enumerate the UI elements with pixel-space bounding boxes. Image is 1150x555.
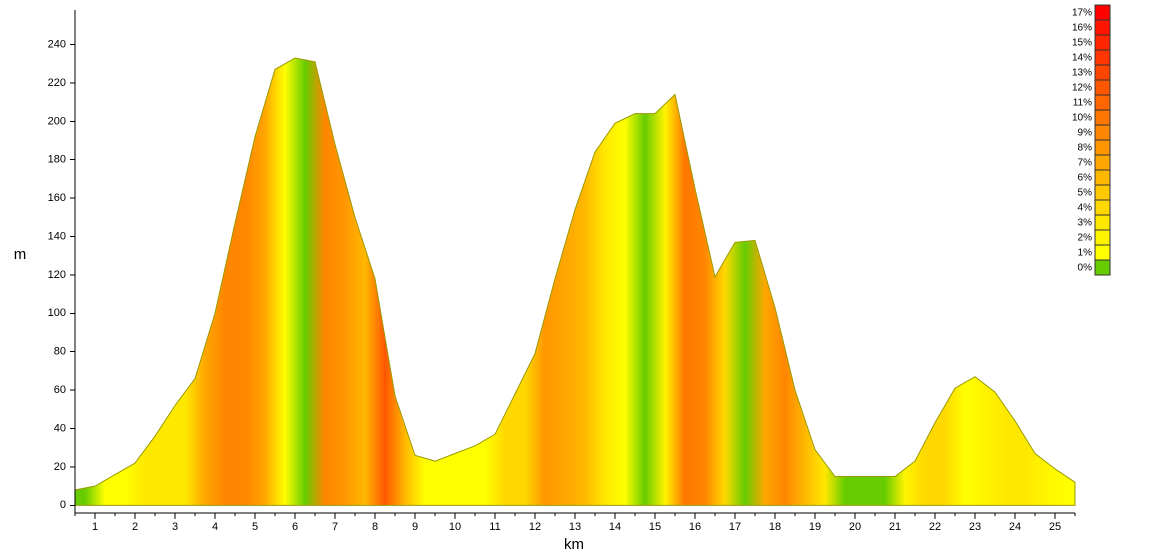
- legend-swatch: [1094, 4, 1111, 21]
- legend-swatch: [1094, 109, 1111, 126]
- legend-label: 11%: [1073, 98, 1092, 109]
- x-tick-label: 7: [332, 521, 338, 533]
- x-tick-label: 6: [292, 521, 298, 533]
- legend-label: 9%: [1078, 128, 1093, 139]
- legend-label: 10%: [1072, 113, 1092, 124]
- legend-label: 8%: [1078, 143, 1093, 154]
- legend-swatch: [1094, 154, 1111, 171]
- x-tick-label: 18: [769, 521, 781, 533]
- y-tick-label: 60: [54, 384, 66, 396]
- legend-swatch: [1094, 169, 1111, 186]
- y-tick-label: 180: [48, 154, 66, 166]
- legend-swatch: [1094, 244, 1111, 261]
- y-tick-label: 200: [48, 115, 66, 127]
- legend-swatch: [1094, 94, 1111, 111]
- legend-label: 4%: [1078, 203, 1093, 214]
- legend-label: 13%: [1072, 68, 1092, 79]
- x-tick-label: 11: [489, 521, 500, 533]
- legend-label: 5%: [1078, 188, 1093, 199]
- legend-swatch: [1094, 34, 1111, 51]
- legend-swatch: [1094, 64, 1111, 81]
- x-tick-label: 20: [849, 521, 861, 533]
- x-tick-label: 25: [1049, 521, 1061, 533]
- legend-swatch: [1094, 19, 1111, 36]
- legend-swatch: [1094, 79, 1111, 96]
- x-tick-label: 1: [92, 521, 98, 533]
- y-tick-label: 220: [48, 77, 66, 89]
- legend-swatch: [1094, 49, 1111, 66]
- x-tick-label: 5: [252, 521, 258, 533]
- x-tick-label: 22: [929, 521, 941, 533]
- legend-label: 14%: [1072, 53, 1092, 64]
- legend-swatch: [1094, 229, 1111, 246]
- legend-swatch: [1094, 259, 1111, 276]
- x-tick-label: 3: [172, 521, 178, 533]
- legend-label: 0%: [1078, 263, 1093, 274]
- x-tick-label: 9: [412, 521, 418, 533]
- legend-label: 2%: [1078, 233, 1093, 244]
- y-tick-label: 100: [48, 307, 66, 319]
- y-tick-label: 0: [60, 499, 66, 511]
- x-tick-label: 13: [569, 521, 581, 533]
- x-tick-label: 2: [132, 521, 138, 533]
- legend-label: 6%: [1078, 173, 1093, 184]
- legend-swatch: [1094, 139, 1111, 156]
- x-tick-label: 17: [729, 521, 741, 533]
- legend-label: 3%: [1078, 218, 1093, 229]
- y-tick-label: 240: [48, 38, 66, 50]
- legend-label: 16%: [1072, 23, 1092, 34]
- y-tick-label: 120: [48, 269, 66, 281]
- x-tick-label: 4: [212, 521, 218, 533]
- x-tick-label: 16: [689, 521, 701, 533]
- legend-label: 7%: [1078, 158, 1093, 169]
- legend-swatch: [1094, 214, 1111, 231]
- x-tick-label: 15: [649, 521, 661, 533]
- x-tick-label: 10: [449, 521, 461, 533]
- x-tick-label: 24: [1009, 521, 1021, 533]
- y-tick-label: 40: [54, 422, 66, 434]
- x-axis-label: km: [564, 536, 584, 553]
- y-tick-label: 20: [54, 461, 66, 473]
- legend-swatch: [1094, 199, 1111, 216]
- x-tick-label: 14: [609, 521, 621, 533]
- y-tick-label: 160: [48, 192, 66, 204]
- x-tick-label: 19: [809, 521, 821, 533]
- legend-label: 1%: [1078, 248, 1093, 259]
- y-axis-label: m: [14, 246, 27, 263]
- y-tick-label: 140: [48, 230, 66, 242]
- elevation-area: [74, 57, 1076, 506]
- x-tick-label: 12: [529, 521, 541, 533]
- legend-swatch: [1094, 184, 1111, 201]
- legend-label: 15%: [1072, 38, 1092, 49]
- x-tick-label: 8: [372, 521, 378, 533]
- x-tick-label: 23: [969, 521, 981, 533]
- legend-label: 12%: [1072, 83, 1092, 94]
- y-tick-label: 80: [54, 346, 66, 358]
- x-tick-label: 21: [889, 521, 901, 533]
- legend-swatch: [1094, 124, 1111, 141]
- legend-label: 17%: [1072, 8, 1092, 19]
